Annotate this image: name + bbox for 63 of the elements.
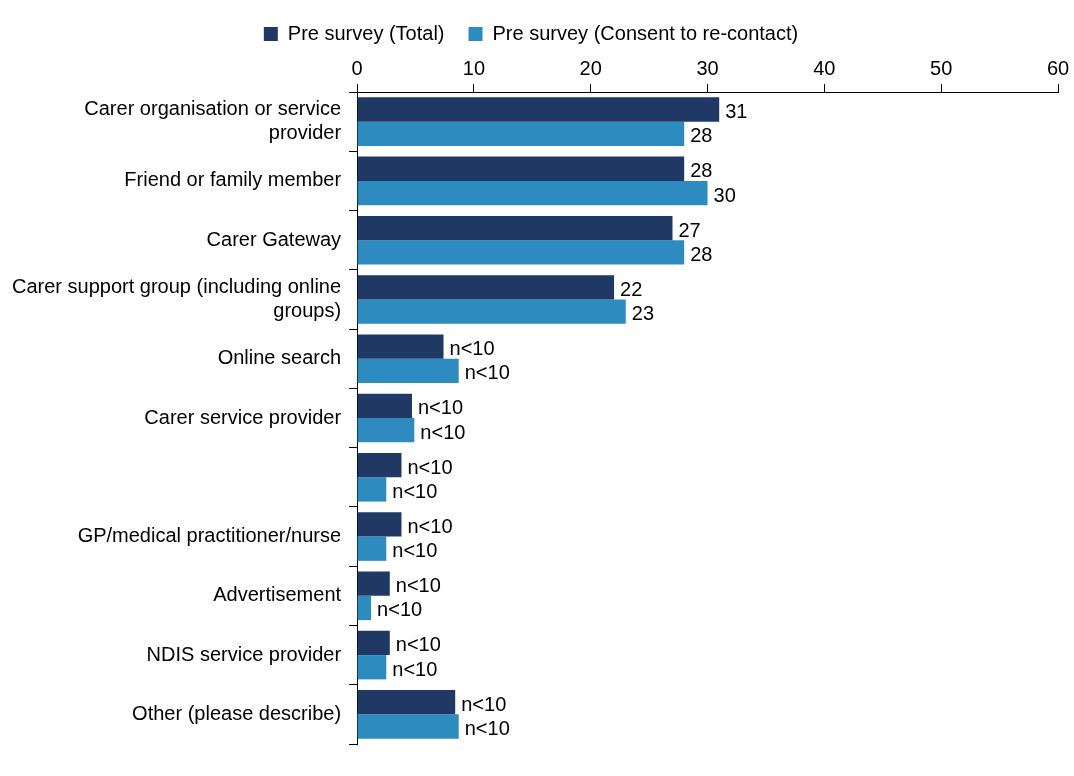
y-tick-label: Carer organisation or service provider: [84, 97, 342, 144]
bar: [357, 714, 459, 739]
bar: [357, 477, 387, 502]
bar: [357, 156, 685, 181]
bar: [357, 512, 402, 537]
y-tick-label: Carer Gateway: [206, 227, 342, 250]
x-tick-label: 30: [696, 56, 719, 79]
bar: [357, 299, 626, 324]
data-label: n<10: [464, 361, 510, 384]
y-tick-label: Advertisement: [213, 583, 342, 606]
data-label: n<10: [395, 633, 441, 656]
bar: [357, 393, 412, 418]
x-tick-label: 20: [579, 56, 602, 79]
y-tick-label: Carer support group (including online groups): [11, 274, 342, 321]
bar: [357, 690, 456, 715]
data-label: n<10: [464, 717, 510, 740]
y-tick-label: Friend or family member: [124, 168, 342, 191]
x-tick-label: 50: [930, 56, 953, 79]
data-label: n<10: [449, 337, 495, 360]
x-tick-label: 40: [813, 56, 836, 79]
bar: [357, 655, 387, 680]
bar: [357, 215, 673, 241]
data-label: n<10: [407, 514, 453, 537]
data-label: n<10: [407, 455, 453, 478]
data-label: n<10: [461, 692, 507, 715]
data-label: n<10: [420, 420, 466, 443]
bar: [357, 240, 685, 265]
data-label: 27: [678, 218, 701, 241]
bar: [357, 334, 444, 359]
bar: [357, 536, 387, 561]
data-label: 22: [620, 277, 643, 300]
data-label: n<10: [392, 539, 438, 562]
y-tick-label: Online search: [217, 346, 342, 369]
data-label: n<10: [377, 598, 423, 621]
bar: [357, 571, 390, 596]
bar: [357, 97, 720, 122]
bar: [357, 595, 372, 621]
data-label: 30: [713, 183, 736, 206]
bar: [357, 358, 459, 384]
x-tick-label: 10: [462, 56, 486, 79]
data-label: 28: [690, 159, 713, 182]
data-label: 28: [690, 242, 713, 265]
legend-label: Pre survey (Consent to re-contact): [492, 21, 799, 44]
y-tick-label: Carer service provider: [144, 405, 342, 428]
y-tick-label: NDIS service provider: [146, 642, 342, 665]
y-tick-label: Other (please describe): [132, 701, 342, 724]
bar: [357, 180, 708, 206]
x-tick-label: 60: [1046, 56, 1070, 79]
data-label: 23: [631, 302, 655, 325]
data-label: n<10: [417, 396, 464, 419]
data-label: n<10: [395, 574, 441, 597]
bar: [357, 418, 415, 443]
bar: [357, 275, 615, 300]
bar: [357, 452, 402, 478]
data-label: 28: [690, 124, 713, 147]
y-tick-label: GP/medical practitioner/nurse: [77, 524, 342, 547]
data-label: n<10: [392, 479, 438, 502]
data-label: n<10: [392, 657, 438, 680]
data-label: 31: [725, 100, 748, 122]
bar: [357, 630, 390, 656]
x-tick-label: 0: [351, 56, 363, 79]
legend-label: Pre survey (Total): [287, 21, 445, 44]
bar: [357, 121, 685, 146]
